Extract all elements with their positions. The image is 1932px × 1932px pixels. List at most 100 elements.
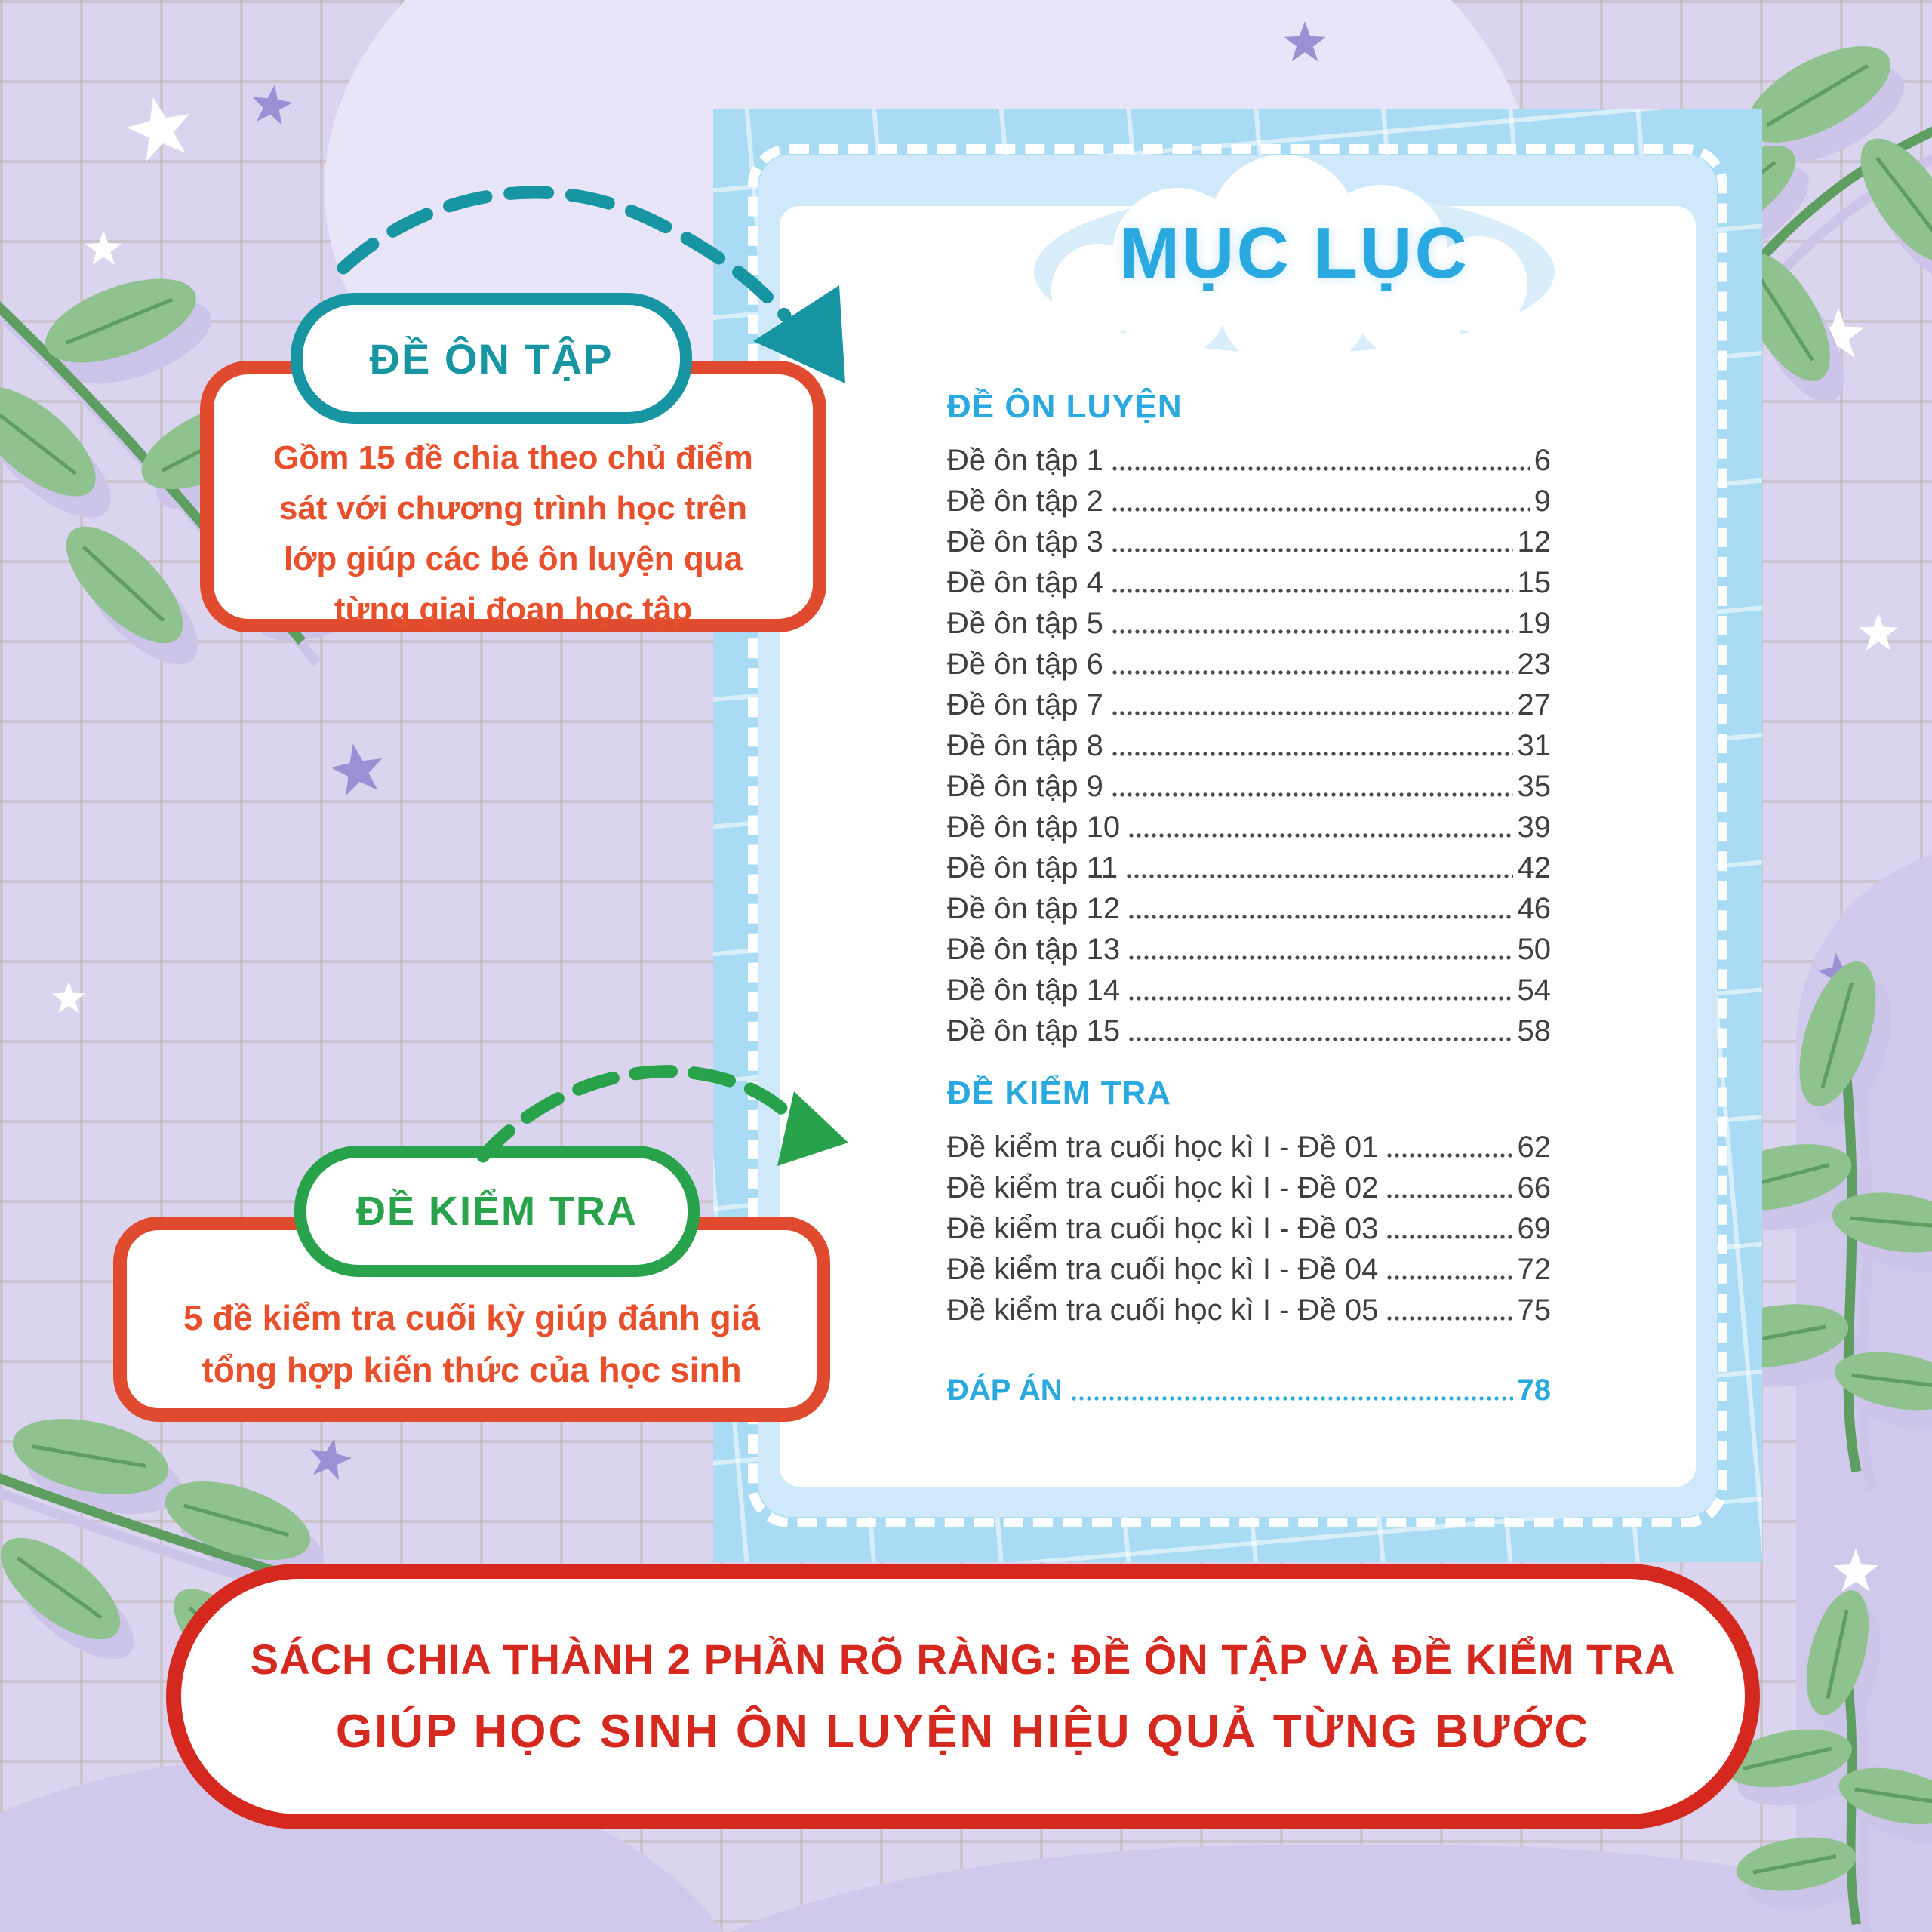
toc-page-number: 78 [1517, 1374, 1552, 1407]
toc-dots [1112, 792, 1513, 797]
leaf-plant-right [1736, 974, 1932, 1487]
toc-dots [1129, 833, 1513, 838]
toc-dots [1387, 1194, 1513, 1198]
toc-entry-label: Đề kiểm tra cuối học kì I - Đề 05 [947, 1294, 1379, 1327]
toc-entry-label: Đề ôn tập 5 [947, 607, 1103, 640]
toc-answer-row: ĐÁP ÁN 78 [947, 1367, 1551, 1407]
toc-entry-label: Đề ôn tập 11 [947, 851, 1118, 884]
toc-page-number: 35 [1517, 770, 1552, 803]
toc-page-number: 62 [1517, 1131, 1552, 1164]
toc-page-number: 69 [1517, 1212, 1552, 1245]
toc-page-number: 19 [1517, 607, 1552, 640]
toc-page-number: 31 [1517, 729, 1552, 762]
table-of-contents: ĐỀ ÔN LUYỆN Đề ôn tập 1 6 Đề ôn tập 2 9 Đề ô… [947, 387, 1551, 1407]
toc-row: Đề ôn tập 10 39 [947, 804, 1551, 844]
toc-entry-label: Đề ôn tập 6 [947, 648, 1103, 681]
toc-dots [1112, 548, 1513, 552]
toc-dots [1112, 670, 1513, 675]
toc-row: Đề kiểm tra cuối học kì I - Đề 01 62 [947, 1124, 1551, 1164]
toc-dots [1112, 507, 1530, 512]
toc-row: Đề ôn tập 14 54 [947, 967, 1551, 1008]
toc-dots [1071, 1396, 1513, 1401]
toc-dots [1387, 1275, 1513, 1280]
toc-dots [1112, 711, 1513, 715]
toc-entry-label: Đề ôn tập 1 [947, 444, 1103, 477]
toc-page-number: 9 [1534, 485, 1551, 518]
toc-page-number: 46 [1517, 892, 1552, 925]
toc-page-number: 72 [1517, 1253, 1552, 1286]
toc-section-heading: ĐỀ ÔN LUYỆN [947, 388, 1183, 425]
banner-line1: SÁCH CHIA THÀNH 2 PHẦN RÕ RÀNG: ĐỀ ÔN TẬ… [250, 1635, 1676, 1683]
toc-row: Đề ôn tập 12 46 [947, 885, 1551, 926]
toc-entry-label: ĐÁP ÁN [947, 1374, 1063, 1407]
toc-dots [1129, 1037, 1513, 1041]
toc-dots [1387, 1235, 1513, 1239]
toc-page-number: 42 [1517, 851, 1552, 884]
toc-entry-label: Đề ôn tập 15 [947, 1014, 1121, 1048]
toc-page-number: 75 [1517, 1294, 1552, 1327]
toc-row: Đề ôn tập 2 9 [947, 478, 1551, 518]
toc-dots [1387, 1316, 1513, 1321]
toc-row: Đề ôn tập 8 31 [947, 722, 1551, 763]
toc-entry-label: Đề ôn tập 12 [947, 892, 1121, 925]
toc-page-number: 39 [1517, 811, 1552, 844]
toc-row: Đề kiểm tra cuối học kì I - Đề 02 66 [947, 1164, 1551, 1205]
toc-dots [1387, 1153, 1513, 1158]
toc-dots [1112, 466, 1530, 471]
inner-panel: ĐỀ ÔN LUYỆN Đề ôn tập 1 6 Đề ôn tập 2 9 Đề ô… [758, 155, 1717, 1517]
leaf-plant [1721, 1584, 1932, 1924]
toc-dots [1129, 996, 1513, 1001]
toc-entry-label: Đề ôn tập 8 [947, 729, 1103, 762]
toc-entry-label: Đề ôn tập 14 [947, 974, 1121, 1007]
toc-section-kiem-tra: ĐỀ KIỂM TRA Đề kiểm tra cuối học kì I - … [947, 1074, 1551, 1327]
cloud: MỤC LỤC [985, 140, 1604, 366]
toc-entry-label: Đề kiểm tra cuối học kì I - Đề 02 [947, 1171, 1379, 1204]
toc-page-number: 12 [1517, 525, 1552, 558]
toc-entry-label: Đề ôn tập 4 [947, 566, 1103, 599]
toc-row: Đề ôn tập 9 35 [947, 763, 1551, 804]
toc-dots [1112, 629, 1513, 634]
toc-dots [1129, 955, 1513, 960]
toc-row: Đề ôn tập 4 15 [947, 559, 1551, 600]
toc-row: Đề ôn tập 15 58 [947, 1008, 1551, 1048]
toc-dots [1127, 874, 1513, 878]
toc-page-number: 27 [1517, 688, 1552, 721]
toc-dots [1112, 589, 1513, 593]
toc-page-number: 66 [1517, 1171, 1552, 1204]
page-title: MỤC LỤC [1119, 213, 1469, 294]
bottom-banner: SÁCH CHIA THÀNH 2 PHẦN RÕ RÀNG: ĐỀ ÔN TẬ… [166, 1564, 1760, 1829]
toc-section-on-luyen: ĐỀ ÔN LUYỆN Đề ôn tập 1 6 Đề ôn tập 2 9 Đề ô… [947, 387, 1551, 1048]
leaf-plant-bottom-right [1751, 1615, 1932, 1932]
toc-dots [1112, 752, 1513, 756]
toc-row: Đề ôn tập 13 50 [947, 926, 1551, 967]
toc-row: Đề ôn tập 3 12 [947, 518, 1551, 559]
toc-row: Đề kiểm tra cuối học kì I - Đề 03 69 [947, 1205, 1551, 1246]
banner-line2: GIÚP HỌC SINH ÔN LUYỆN HIỆU QUẢ TỪNG BƯỚ… [335, 1706, 1591, 1758]
toc-entry-label: Đề ôn tập 2 [947, 485, 1103, 518]
toc-entry-label: Đề ôn tập 13 [947, 933, 1121, 966]
toc-page-number: 54 [1517, 974, 1552, 1007]
badge-de-on-tap: ĐỀ ÔN TẬP [291, 293, 692, 424]
toc-page-number: 58 [1517, 1014, 1552, 1048]
toc-page-number: 50 [1517, 933, 1552, 966]
toc-row: Đề kiểm tra cuối học kì I - Đề 05 75 [947, 1287, 1551, 1327]
toc-row: Đề ôn tập 6 23 [947, 641, 1551, 681]
toc-entry-label: Đề ôn tập 10 [947, 811, 1121, 844]
toc-entry-label: Đề kiểm tra cuối học kì I - Đề 01 [947, 1131, 1379, 1164]
toc-entry-label: Đề ôn tập 3 [947, 525, 1103, 558]
toc-page-number: 15 [1517, 566, 1552, 599]
notebook-page: ĐỀ ÔN LUYỆN Đề ôn tập 1 6 Đề ôn tập 2 9 Đề ô… [713, 109, 1762, 1562]
toc-row: Đề kiểm tra cuối học kì I - Đề 04 72 [947, 1246, 1551, 1287]
toc-row: Đề ôn tập 11 42 [947, 844, 1551, 885]
toc-entry-label: Đề ôn tập 9 [947, 770, 1103, 803]
cloud-shape [1034, 155, 1555, 366]
content-area: ĐỀ ÔN LUYỆN Đề ôn tập 1 6 Đề ôn tập 2 9 Đề ô… [780, 206, 1696, 1487]
toc-row: Đề ôn tập 5 19 [947, 600, 1551, 641]
toc-rows: Đề kiểm tra cuối học kì I - Đề 01 62 Đề ki… [947, 1124, 1551, 1327]
toc-rows: Đề ôn tập 1 6 Đề ôn tập 2 9 Đề ôn tập 3 12 Đề … [947, 437, 1551, 1048]
toc-row: Đề ôn tập 7 27 [947, 681, 1551, 722]
toc-dots [1129, 915, 1513, 919]
toc-entry-label: Đề kiểm tra cuối học kì I - Đề 04 [947, 1253, 1379, 1286]
toc-page-number: 6 [1534, 444, 1551, 477]
